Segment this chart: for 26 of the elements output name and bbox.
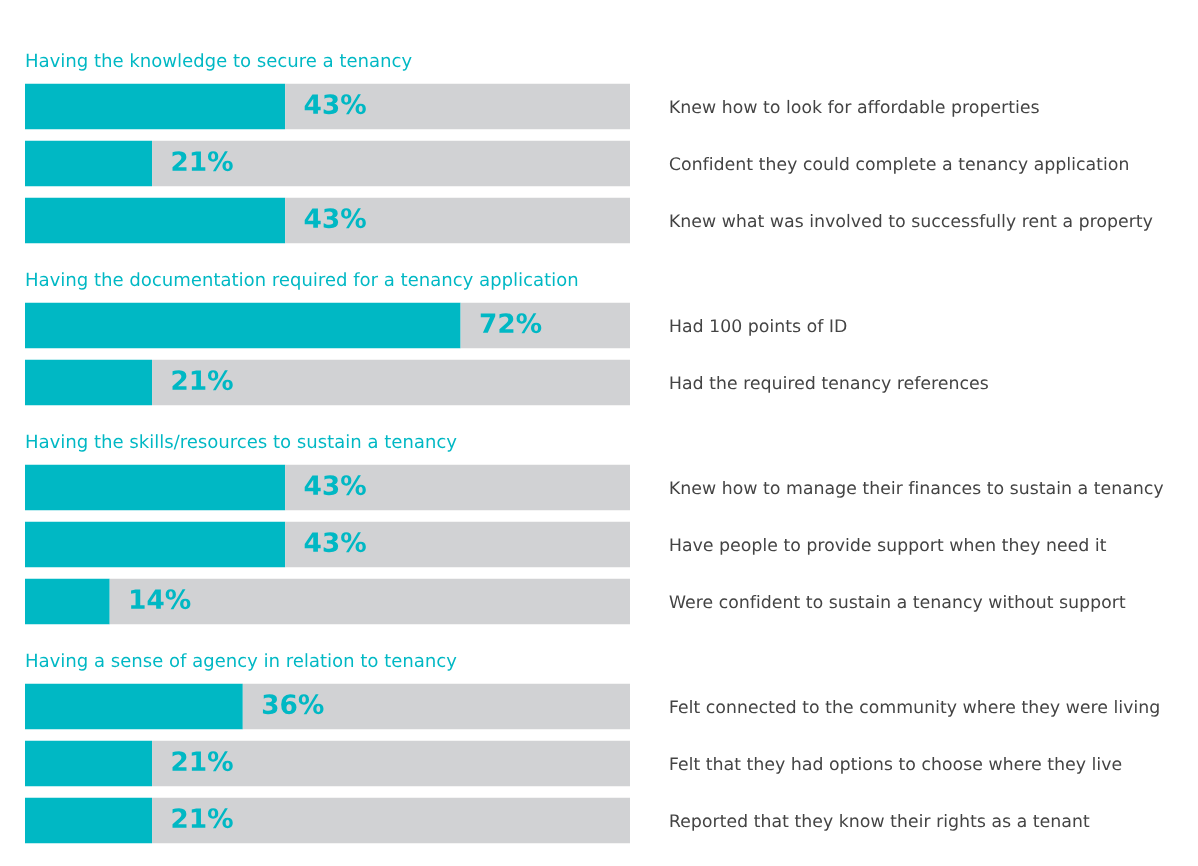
y-tick-label: Have people to provide support when they need it bbox=[670, 537, 1107, 555]
chart-title: Having a sense of agency in relation to tenancy bbox=[26, 653, 457, 671]
y-tick-label: Felt that they had options to choose where they live bbox=[670, 756, 1122, 774]
y-tick-label: Had 100 points of ID bbox=[670, 318, 847, 336]
data-label: 43% bbox=[304, 475, 366, 496]
data-label: 36% bbox=[262, 694, 324, 715]
y-tick-label: Felt connected to the community where they were living bbox=[670, 699, 1159, 717]
y-tick-label: Knew how to look for affordable properties bbox=[670, 99, 1039, 117]
chart-title: Having the documentation required for a tenancy application bbox=[26, 272, 578, 290]
data-label: 21% bbox=[172, 151, 233, 172]
y-tick-label: Confident they could complete a tenancy application bbox=[669, 156, 1128, 174]
y-tick-label: Reported that they know their rights as a tenant bbox=[670, 813, 1090, 831]
y-tick-label: Knew how to manage their finances to sustain a tenancy bbox=[670, 480, 1164, 498]
data-label: 43% bbox=[304, 532, 366, 553]
data-label: 14% bbox=[131, 589, 191, 610]
y-tick-label: Were confident to sustain a tenancy without support bbox=[669, 594, 1126, 612]
data-label: 43% bbox=[304, 94, 366, 115]
chart-title: Having the skills/resources to sustain a tenancy bbox=[26, 434, 457, 452]
data-label: 21% bbox=[172, 751, 233, 772]
data-label: 72% bbox=[480, 313, 542, 334]
data-label: 21% bbox=[172, 370, 233, 391]
y-tick-label: Knew what was involved to successfully rent a property bbox=[670, 213, 1153, 231]
y-tick-label: Had the required tenancy references bbox=[670, 375, 988, 393]
data-label: 43% bbox=[304, 208, 366, 229]
chart-title: Having the knowledge to secure a tenancy bbox=[26, 53, 412, 71]
data-label: 21% bbox=[172, 808, 233, 829]
